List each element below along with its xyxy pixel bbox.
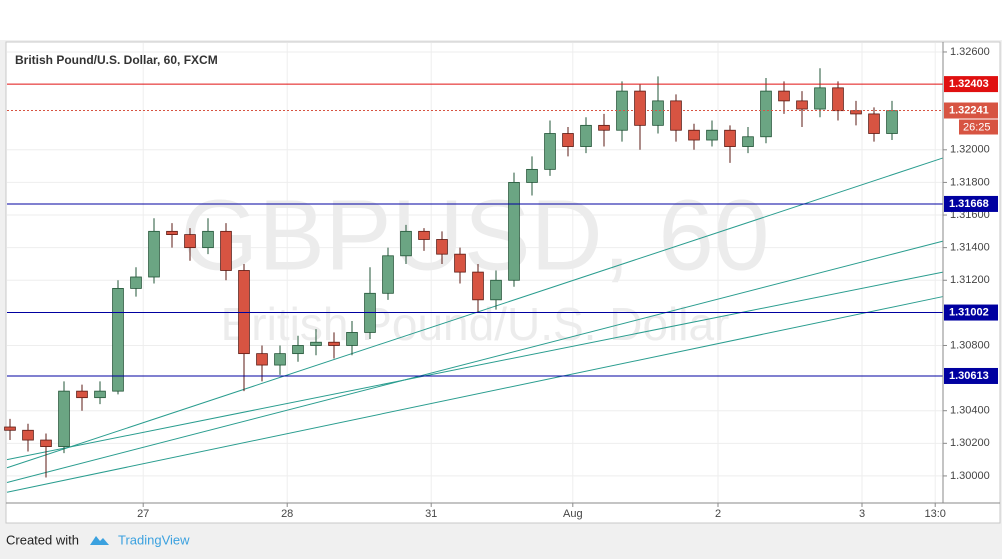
candle-body xyxy=(796,100,808,110)
candle-body xyxy=(760,90,772,138)
candle-body xyxy=(670,100,682,131)
candle-body xyxy=(580,124,592,147)
x-tick-label: 28 xyxy=(281,508,293,520)
trendline xyxy=(6,240,944,483)
candle-body xyxy=(346,332,358,346)
candle-body xyxy=(418,230,430,240)
trendline xyxy=(6,296,944,493)
candle-body xyxy=(328,341,340,346)
candle-body xyxy=(400,230,412,257)
axes: 1.326001.320001.318001.316001.314001.312… xyxy=(137,46,998,520)
price-badge xyxy=(944,76,998,93)
created-with: Created with xyxy=(6,532,79,547)
candle-body xyxy=(634,90,646,126)
candle-body xyxy=(454,253,466,273)
candle-body xyxy=(436,239,448,255)
y-tick-label: 1.32600 xyxy=(950,46,990,58)
candle-body xyxy=(688,129,700,141)
x-tick-label: 27 xyxy=(137,508,149,520)
countdown-label: 26:25 xyxy=(963,121,991,133)
candle-body xyxy=(868,113,880,134)
candle-body xyxy=(112,288,124,392)
candle-body xyxy=(832,87,844,112)
candle-body xyxy=(508,182,520,281)
candle-body xyxy=(382,255,394,294)
candle-body xyxy=(724,129,736,147)
plot xyxy=(4,68,944,493)
x-tick-label: 31 xyxy=(425,508,437,520)
y-tick-label: 1.30200 xyxy=(950,437,990,449)
price-badge-label: 1.30613 xyxy=(949,370,989,382)
candle-body xyxy=(274,353,286,366)
x-tick-label: Aug xyxy=(563,508,583,520)
candle-body xyxy=(616,90,628,131)
top-strip xyxy=(0,0,1002,40)
candle-body xyxy=(22,429,34,441)
candle-body xyxy=(148,230,160,278)
price-badge xyxy=(944,195,998,212)
candle-body xyxy=(202,230,214,249)
price-badge xyxy=(944,304,998,321)
trendline xyxy=(6,271,944,461)
candle-body xyxy=(58,390,70,447)
candle-body xyxy=(4,426,16,431)
candle-body xyxy=(526,168,538,183)
y-tick-label: 1.32000 xyxy=(950,144,990,156)
candle-body xyxy=(850,110,862,115)
candle-body xyxy=(490,279,502,301)
candle-body xyxy=(886,110,898,134)
candle-body xyxy=(652,100,664,126)
candle-body xyxy=(778,90,790,102)
y-tick-label: 1.30800 xyxy=(950,339,990,351)
candle-body xyxy=(706,129,718,141)
candle-body xyxy=(472,271,484,301)
candle-body xyxy=(598,124,610,131)
candle-body xyxy=(310,341,322,346)
price-badge xyxy=(944,102,998,119)
price-badge-label: 1.32403 xyxy=(949,78,989,90)
brand[interactable]: TradingView xyxy=(118,532,190,547)
candle-body xyxy=(76,390,88,399)
price-badge xyxy=(944,367,998,384)
candle-body xyxy=(94,390,106,399)
y-tick-label: 1.30000 xyxy=(950,470,990,482)
x-tick-label: 13:0 xyxy=(924,508,945,520)
candle-body xyxy=(544,133,556,170)
candle-body xyxy=(562,133,574,147)
watermark-subtitle: British Pound/U.S. Dollar xyxy=(221,298,730,350)
y-tick-label: 1.31400 xyxy=(950,242,990,254)
candle-body xyxy=(814,87,826,110)
price-badge-label: 1.31668 xyxy=(949,198,989,210)
x-tick-label: 2 xyxy=(715,508,721,520)
price-badge-label: 1.31002 xyxy=(949,306,989,318)
x-tick-label: 3 xyxy=(859,508,865,520)
y-tick-label: 1.30400 xyxy=(950,405,990,417)
price-badge-label: 1.32241 xyxy=(949,104,989,116)
y-tick-label: 1.31800 xyxy=(950,176,990,188)
brand-logo xyxy=(90,536,109,545)
candle-body xyxy=(220,230,232,271)
countdown-badge xyxy=(959,119,998,135)
candle-body xyxy=(184,234,196,249)
candle-body xyxy=(130,276,142,289)
candle-body xyxy=(40,439,52,447)
chart-title: British Pound/U.S. Dollar, 60, FXCM xyxy=(15,53,218,67)
candle-body xyxy=(166,230,178,235)
candle-body xyxy=(256,353,268,366)
candle-body xyxy=(292,345,304,355)
y-tick-label: 1.31200 xyxy=(950,274,990,286)
candle-body xyxy=(742,136,754,147)
